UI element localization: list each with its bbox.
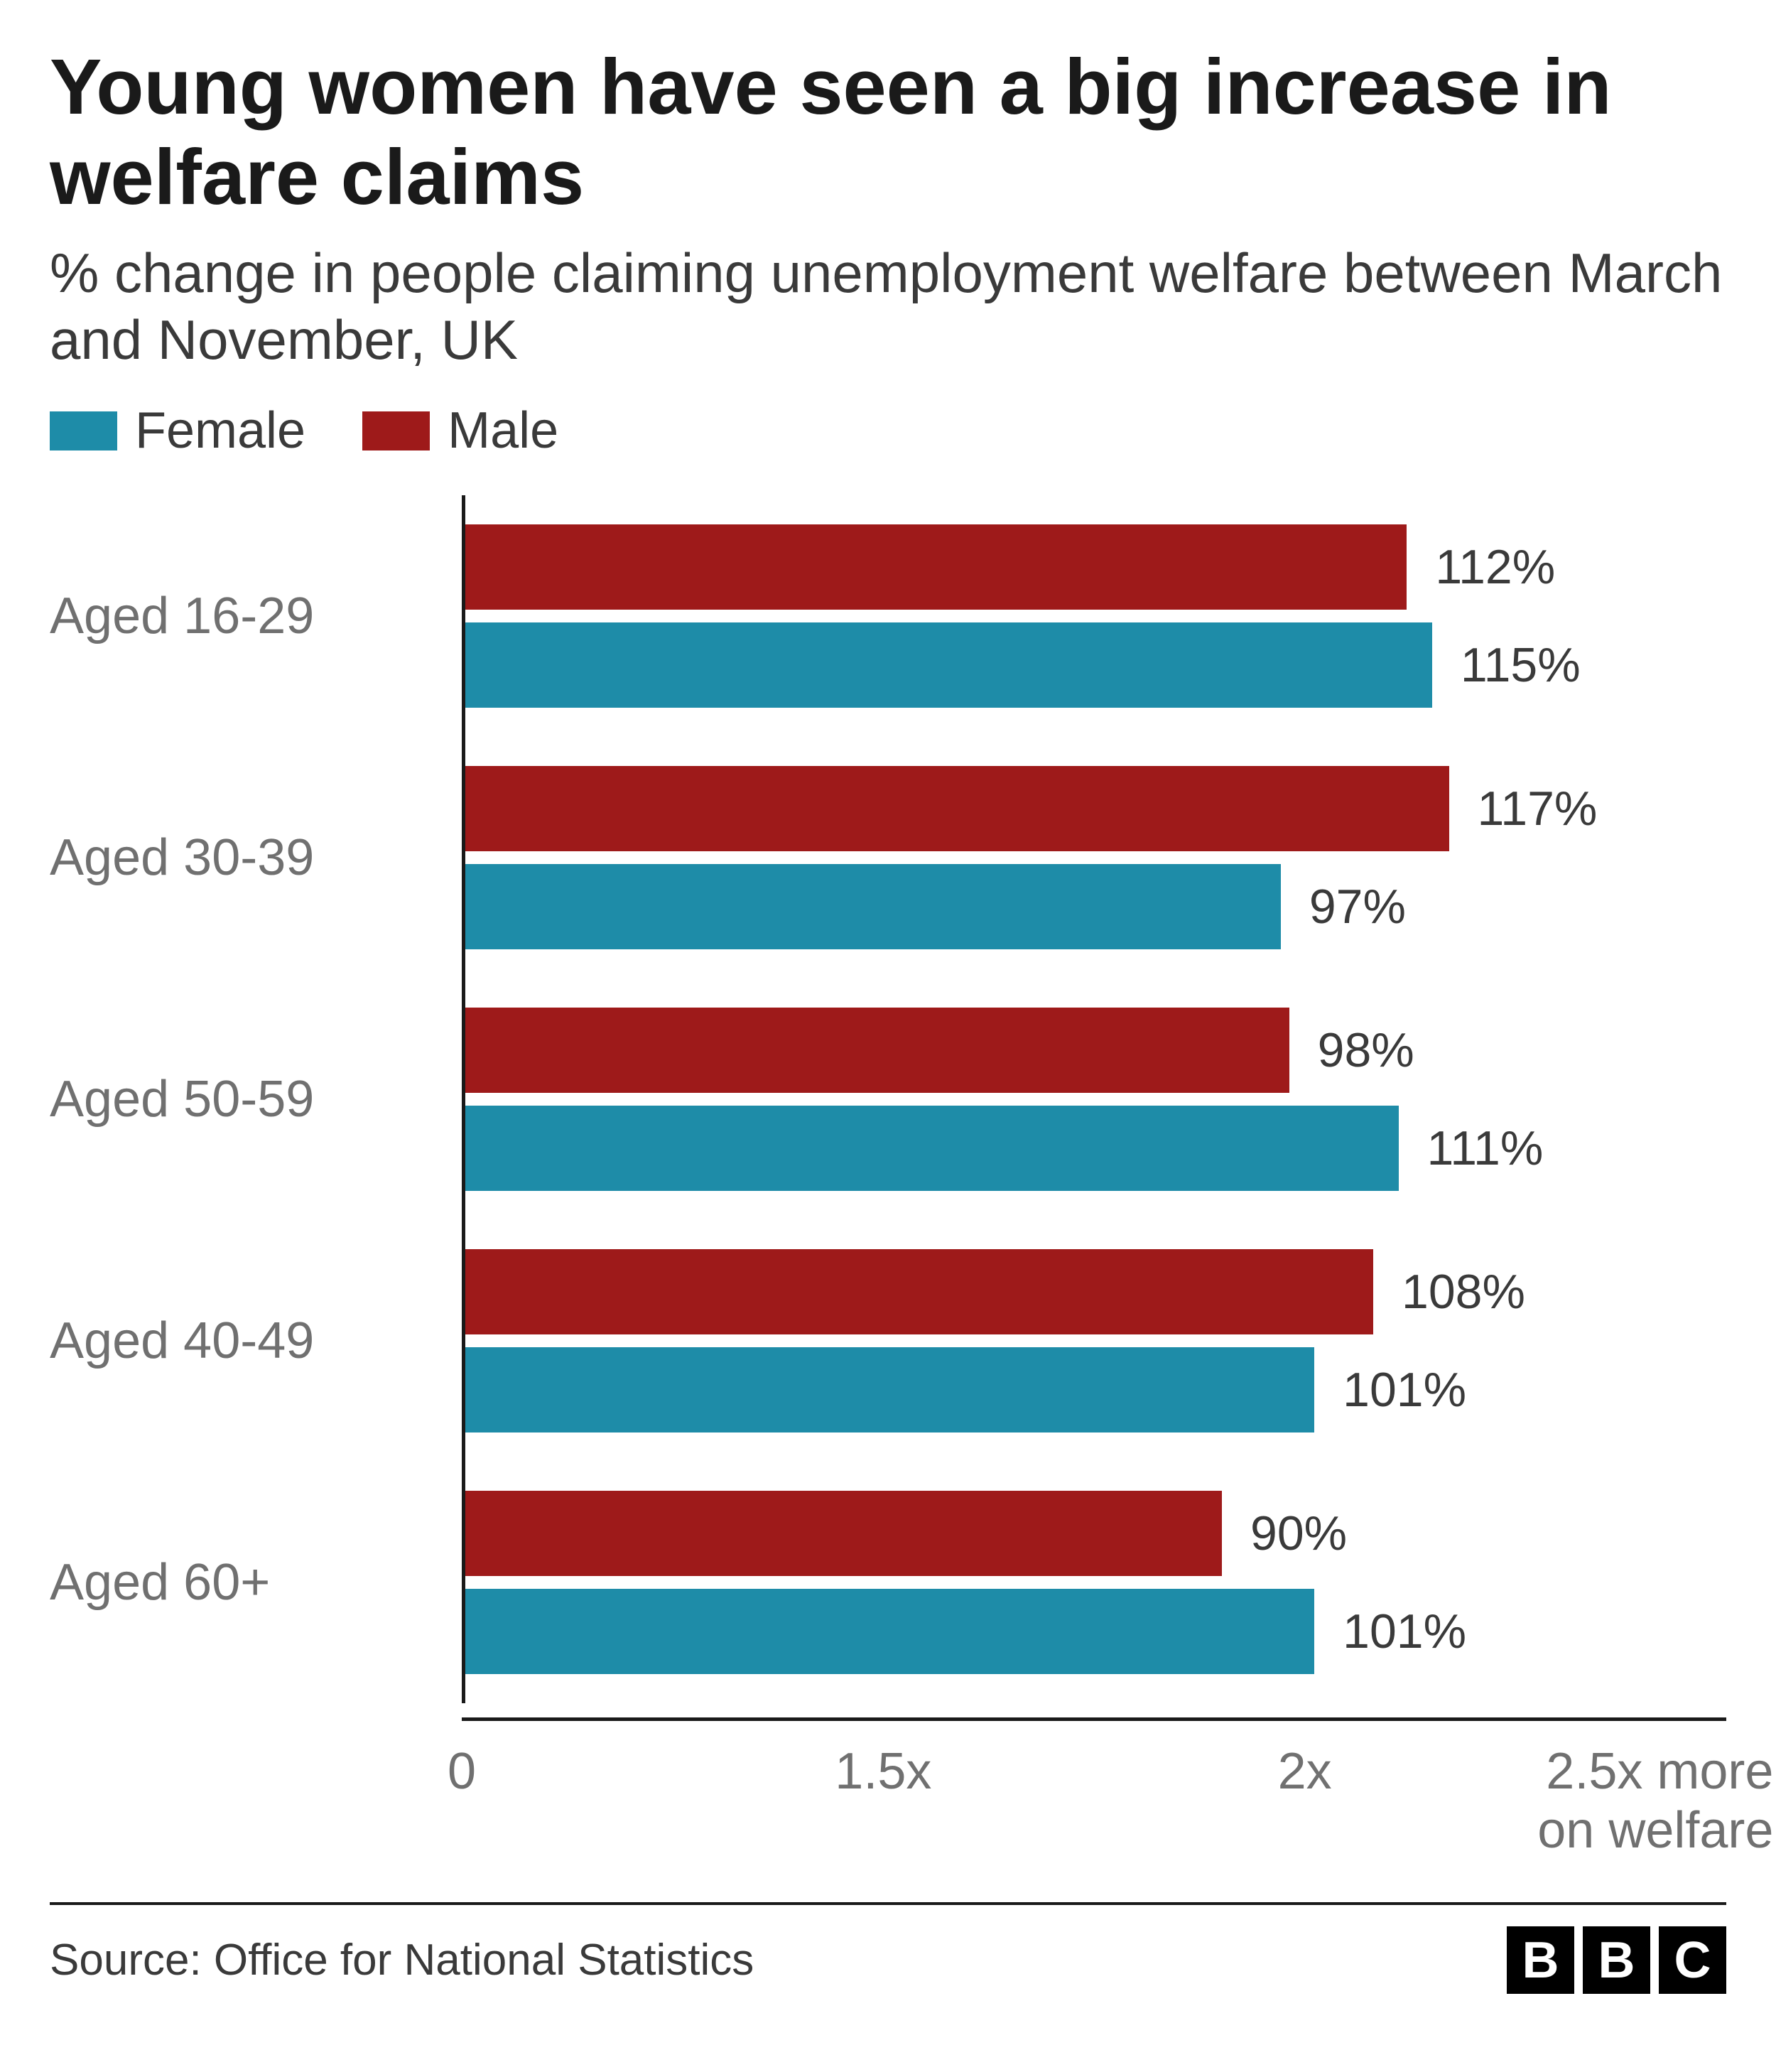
bar-value-label: 112%: [1435, 539, 1555, 595]
x-axis-tick: 2.5x moreon welfare: [1537, 1742, 1773, 1860]
bar: [465, 1249, 1373, 1334]
category-axis: Aged 16-29Aged 30-39Aged 50-59Aged 40-49…: [50, 495, 462, 1703]
legend-item: Male: [362, 401, 558, 460]
bar-row: 112%: [465, 524, 1726, 610]
bar-row: 108%: [465, 1249, 1726, 1334]
bar-row: 111%: [465, 1106, 1726, 1191]
source-text: Source: Office for National Statistics: [50, 1935, 754, 1985]
bar: [465, 1491, 1222, 1576]
bar-value-label: 101%: [1343, 1604, 1466, 1659]
bar-group: 90% 101%: [465, 1462, 1726, 1703]
chart-footer: Source: Office for National Statistics B…: [50, 1902, 1726, 1994]
bbc-logo-letter: C: [1659, 1926, 1726, 1994]
bar-chart: Aged 16-29Aged 30-39Aged 50-59Aged 40-49…: [50, 495, 1726, 1703]
x-axis-tick: 1.5x: [835, 1742, 931, 1801]
bar-value-label: 111%: [1427, 1121, 1544, 1176]
bar-value-label: 90%: [1250, 1506, 1347, 1561]
category-label: Aged 30-39: [50, 737, 462, 978]
bar: [465, 1106, 1399, 1191]
bar: [465, 1347, 1314, 1432]
x-axis: 01.5x2x2.5x moreon welfare: [462, 1717, 1726, 1874]
bar: [465, 864, 1281, 949]
category-label: Aged 50-59: [50, 978, 462, 1220]
bar: [465, 1589, 1314, 1674]
bar-group: 108% 101%: [465, 1220, 1726, 1462]
legend-item: Female: [50, 401, 305, 460]
bar-group: 98%111%: [465, 978, 1726, 1220]
bar-row: 90%: [465, 1491, 1726, 1576]
chart-title: Young women have seen a big increase in …: [50, 43, 1726, 222]
legend-label: Female: [135, 401, 305, 460]
category-label: Aged 16-29: [50, 495, 462, 737]
bar-row: 101%: [465, 1589, 1726, 1674]
bar-value-label: 98%: [1318, 1022, 1414, 1078]
bbc-logo: BBC: [1507, 1926, 1726, 1994]
bar-row: 98%: [465, 1008, 1726, 1093]
x-axis-tick: 0: [448, 1742, 476, 1801]
bar-group: 117% 97%: [465, 737, 1726, 978]
bar: [465, 1008, 1289, 1093]
bbc-logo-letter: B: [1583, 1926, 1650, 1994]
legend-swatch: [362, 411, 430, 450]
bar: [465, 524, 1407, 610]
bar-value-label: 97%: [1309, 879, 1406, 934]
legend: Female Male: [50, 401, 1726, 460]
bar-group: 112% 115%: [465, 495, 1726, 737]
bar-row: 97%: [465, 864, 1726, 949]
bar-row: 101%: [465, 1347, 1726, 1432]
bar-value-label: 108%: [1402, 1264, 1525, 1320]
bbc-logo-letter: B: [1507, 1926, 1574, 1994]
category-label: Aged 40-49: [50, 1220, 462, 1462]
bar: [465, 622, 1432, 708]
bar-value-label: 115%: [1461, 637, 1581, 693]
bar-row: 115%: [465, 622, 1726, 708]
x-axis-tick: 2x: [1278, 1742, 1332, 1801]
plot-area: 112% 115% 117% 97% 98%111% 108% 101% 90% 101%: [462, 495, 1726, 1703]
chart-subtitle: % change in people claiming unemployment…: [50, 240, 1726, 373]
bar-value-label: 117%: [1478, 781, 1598, 836]
category-label: Aged 60+: [50, 1462, 462, 1703]
bar-row: 117%: [465, 766, 1726, 851]
legend-swatch: [50, 411, 117, 450]
bar-value-label: 101%: [1343, 1362, 1466, 1418]
bar: [465, 766, 1449, 851]
legend-label: Male: [448, 401, 558, 460]
